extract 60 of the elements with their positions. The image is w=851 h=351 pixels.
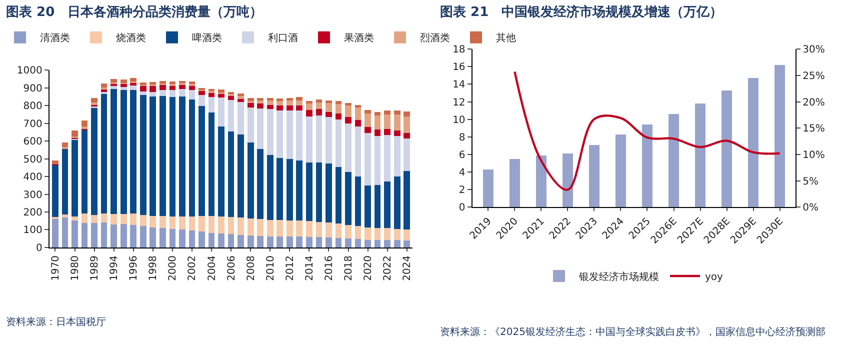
x-tick-label: 2012: [284, 255, 296, 281]
x-tick-label: 2010: [265, 255, 276, 281]
x-tick-label: 2022: [382, 255, 394, 281]
y-tick-label: 300: [23, 190, 42, 201]
y2-tick-label: 30%: [802, 44, 825, 56]
legend-label: 啤酒类: [192, 32, 222, 44]
x-tick-label: 1989: [90, 255, 101, 281]
y2-tick-label: 5%: [802, 176, 819, 188]
y-tick-label: 0: [36, 242, 42, 254]
y-tick-label: 400: [23, 172, 42, 184]
y-tick-label: 1000: [16, 66, 42, 77]
legend-label: 烧酒类: [116, 32, 146, 44]
x-tick-label: 2014: [304, 255, 316, 281]
legend-label: 烈酒类: [420, 32, 450, 44]
y-tick-label: 0: [458, 202, 466, 214]
legend-label: 果酒类: [344, 32, 374, 44]
text: 资料来源：《2025银发经济生态：中国与全球实践白皮书》，国家信息中心经济预测部: [440, 326, 826, 338]
y2-tick-label: 20%: [802, 97, 825, 108]
y-tick-label: 500: [23, 154, 42, 166]
legend-label: 其他: [496, 32, 516, 44]
legend-label: yoy: [704, 272, 724, 283]
y-tick-label: 8: [458, 132, 466, 144]
legend-label: 银发经济市场规模: [578, 270, 659, 283]
y-tick-label: 18: [452, 44, 466, 56]
legend-label: 利口酒: [268, 32, 298, 44]
y-tick-label: 12: [452, 97, 466, 108]
y-tick-label: 700: [23, 118, 42, 130]
y2-tick-label: 25%: [802, 70, 825, 82]
x-tick-label: 1994: [109, 255, 120, 281]
x-tick-label: 2000: [168, 255, 179, 281]
y-tick-label: 16: [452, 62, 466, 74]
y2-tick-label: 10%: [802, 150, 825, 161]
y-tick-label: 600: [23, 136, 42, 148]
y-tick-label: 2: [458, 185, 466, 196]
x-tick-label: 1996: [128, 255, 140, 281]
x-tick-label: 2008: [246, 255, 257, 281]
y-tick-label: 10: [452, 114, 466, 126]
text: 资料来源：日本国税厅: [6, 316, 106, 328]
chart-title: 图表 21 中国银发经济市场规模及增速（万亿）: [440, 4, 723, 20]
x-tick-label: 1970: [50, 255, 62, 281]
x-tick-label: 2006: [226, 255, 238, 281]
x-tick-label: 2004: [206, 255, 218, 281]
y-tick-label: 200: [23, 208, 42, 218]
x-tick-label: 2002: [187, 255, 198, 281]
x-tick-label: 2016: [324, 255, 335, 281]
y-tick-label: 6: [458, 150, 466, 161]
y-tick-label: 800: [23, 101, 42, 112]
chart-title: 图表 20 日本各酒种分品类消费量（万吨）: [6, 4, 263, 20]
y2-tick-label: 15%: [802, 124, 825, 135]
legend-label: 清酒类: [40, 32, 70, 44]
x-tick-label: 2024: [402, 255, 414, 281]
y-tick-label: 900: [23, 83, 42, 94]
x-tick-label: 1980: [70, 255, 82, 281]
x-tick-label: 1998: [148, 255, 160, 281]
y2-tick-label: 0%: [802, 202, 819, 214]
y-tick-label: 14: [452, 80, 466, 91]
x-tick-label: 2018: [344, 255, 355, 281]
y-tick-label: 100: [23, 225, 42, 236]
x-tick-label: 2020: [363, 255, 374, 281]
y-tick-label: 4: [458, 167, 466, 178]
